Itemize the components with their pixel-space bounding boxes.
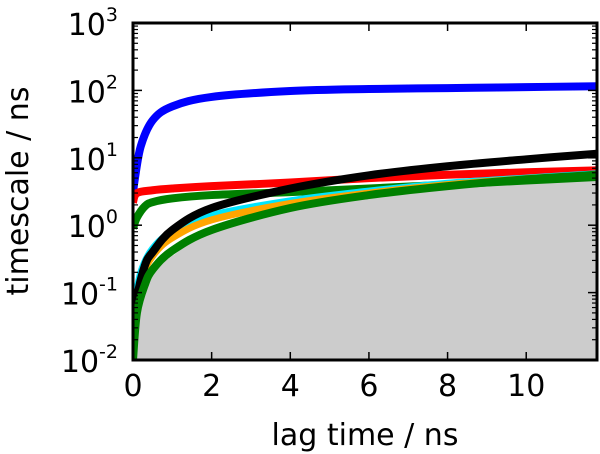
y-tick-label: 10-2 xyxy=(61,341,118,380)
y-tick-label: 103 xyxy=(68,4,118,43)
series-black xyxy=(133,149,597,349)
x-tick-labels: 0 2 4 6 8 10 xyxy=(123,369,545,404)
y-tick-labels: 10-2 10-1 100 101 102 103 xyxy=(61,4,118,380)
x-tick-label: 4 xyxy=(281,369,300,404)
series-layer xyxy=(133,82,597,360)
x-axis-label: lag time / ns xyxy=(272,418,459,453)
plot-frame xyxy=(131,21,599,362)
x-tick-label: 8 xyxy=(438,369,457,404)
series-blue xyxy=(133,82,597,194)
series-red xyxy=(133,166,597,204)
y-axis-label: timescale / ns xyxy=(1,87,36,296)
ticks-layer xyxy=(132,22,597,361)
x-tick-label: 2 xyxy=(202,369,221,404)
y-tick-label: 102 xyxy=(68,71,118,110)
x-tick-label: 10 xyxy=(507,369,545,404)
x-tick-label: 6 xyxy=(359,369,378,404)
plot-area xyxy=(131,21,599,362)
y-tick-label: 101 xyxy=(68,139,118,178)
y-tick-label: 100 xyxy=(68,206,118,245)
series-green-lower xyxy=(133,170,597,360)
x-tick-label: 0 xyxy=(123,369,142,404)
y-tick-label: 10-1 xyxy=(61,274,118,313)
shaded-region xyxy=(133,176,597,360)
